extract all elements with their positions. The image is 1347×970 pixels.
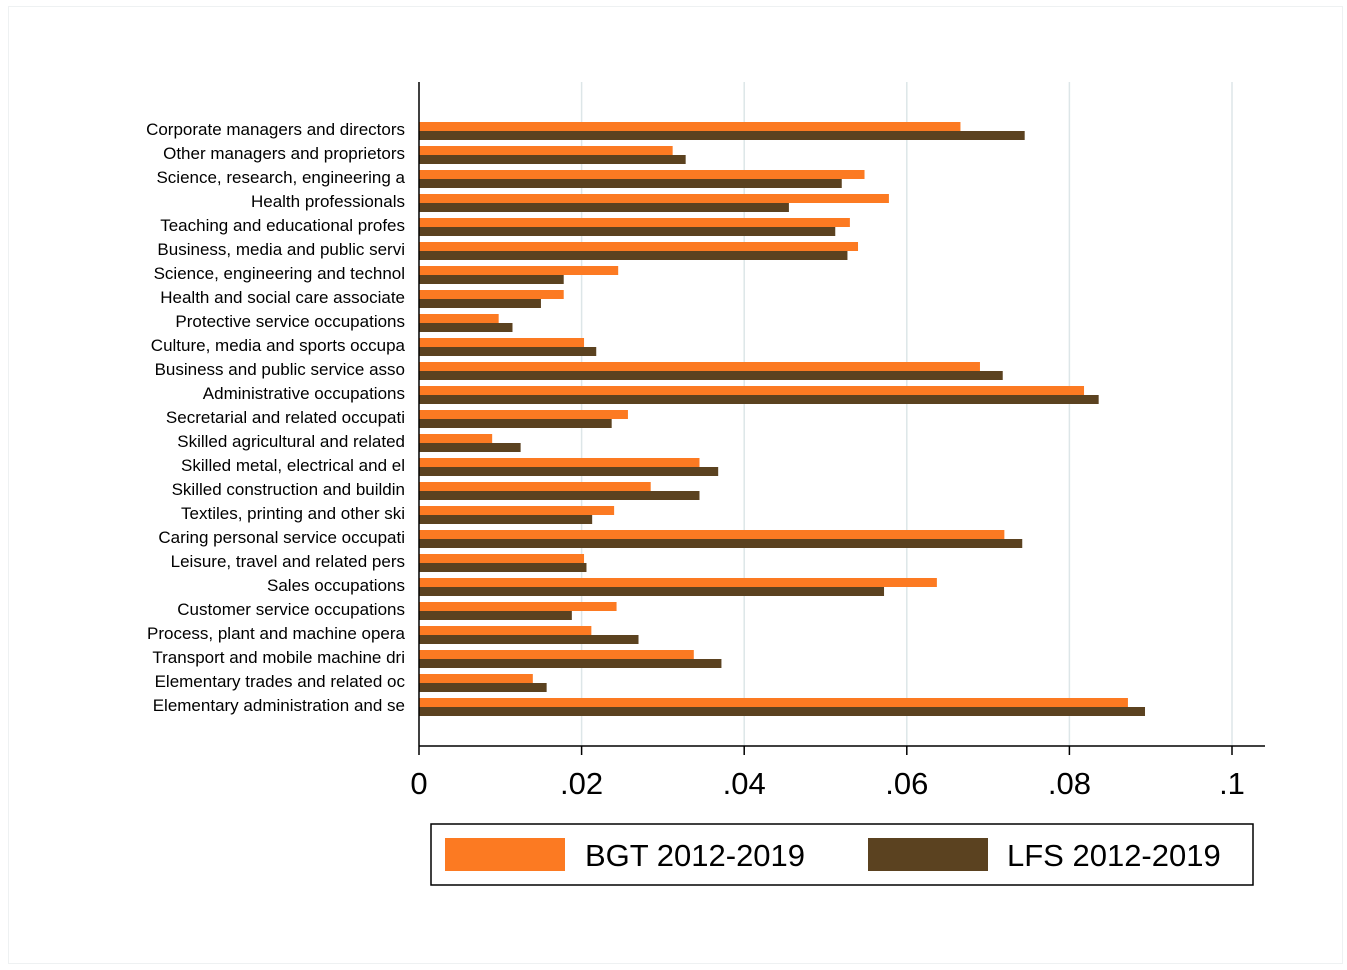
category-label: Leisure, travel and related pers [171, 552, 405, 571]
bar-bgt [419, 386, 1085, 395]
bar-bgt [419, 674, 533, 683]
bar-lfs [419, 659, 722, 668]
bar-bgt [419, 242, 859, 251]
bar-bgt [419, 698, 1128, 707]
legend-swatch [868, 838, 988, 871]
bar-lfs [419, 131, 1025, 140]
x-tick-label: .02 [560, 766, 603, 801]
bar-lfs [419, 491, 700, 500]
category-label: Business and public service asso [155, 360, 405, 379]
category-label: Customer service occupations [177, 600, 405, 619]
legend-swatch [445, 838, 565, 871]
bar-lfs [419, 683, 547, 692]
legend-label: LFS 2012-2019 [1007, 838, 1221, 873]
bar-bgt [419, 578, 937, 587]
category-label: Sales occupations [267, 576, 405, 595]
category-label: Transport and mobile machine dri [152, 648, 405, 667]
axes: 0 .02 .04 .06 .08 .1 [410, 82, 1265, 801]
bar-bgt [419, 314, 499, 323]
category-labels: Corporate managers and directors Other ma… [146, 120, 405, 715]
bar-bgt [419, 218, 850, 227]
category-label: Health and social care associate [160, 288, 405, 307]
category-label: Process, plant and machine opera [147, 624, 406, 643]
bar-bgt [419, 650, 694, 659]
bars [419, 122, 1146, 716]
category-label: Administrative occupations [203, 384, 405, 403]
bar-lfs [419, 179, 842, 188]
bar-bgt [419, 410, 628, 419]
bar-lfs [419, 419, 612, 428]
bar-bgt [419, 266, 619, 275]
x-tick-label: .08 [1048, 766, 1091, 801]
bar-lfs [419, 587, 885, 596]
bar-bgt [419, 482, 651, 491]
x-tick-label: .06 [885, 766, 928, 801]
bar-lfs [419, 227, 836, 236]
bar-lfs [419, 443, 521, 452]
bar-bgt [419, 554, 585, 563]
bar-lfs [419, 563, 587, 572]
bar-lfs [419, 155, 686, 164]
bar-lfs [419, 371, 1003, 380]
bar-lfs [419, 395, 1099, 404]
bar-bgt [419, 122, 961, 131]
category-label: Culture, media and sports occupa [151, 336, 406, 355]
category-label: Corporate managers and directors [146, 120, 405, 139]
x-tick-label: .1 [1219, 766, 1245, 801]
category-label: Other managers and proprietors [163, 144, 405, 163]
bar-bgt [419, 362, 980, 371]
x-tick-label: .04 [723, 766, 766, 801]
bar-bgt [419, 434, 493, 443]
bar-bgt [419, 602, 617, 611]
bar-lfs [419, 323, 513, 332]
legend-label: BGT 2012-2019 [585, 838, 805, 873]
legend-box [430, 823, 1254, 886]
bar-bgt [419, 338, 585, 347]
bar-lfs [419, 467, 719, 476]
category-label: Textiles, printing and other ski [181, 504, 405, 523]
category-label: Secretarial and related occupati [166, 408, 405, 427]
bar-bgt [419, 458, 700, 467]
bar-lfs [419, 611, 572, 620]
bar-bgt [419, 530, 1005, 539]
bar-bgt [419, 290, 564, 299]
category-label: Science, engineering and technol [154, 264, 405, 283]
bar-lfs [419, 251, 848, 260]
bar-bgt [419, 506, 615, 515]
bar-lfs [419, 635, 639, 644]
category-label: Teaching and educational profes [160, 216, 405, 235]
bar-bgt [419, 194, 889, 203]
bar-lfs [419, 539, 1023, 548]
category-label: Protective service occupations [175, 312, 405, 331]
bar-lfs [419, 203, 789, 212]
category-label: Business, media and public servi [157, 240, 405, 259]
category-label: Health professionals [251, 192, 405, 211]
bar-lfs [419, 347, 597, 356]
x-tick-label: 0 [410, 766, 427, 801]
category-label: Science, research, engineering a [156, 168, 405, 187]
bar-bgt [419, 146, 673, 155]
category-label: Skilled agricultural and related [177, 432, 405, 451]
category-label: Elementary administration and se [153, 696, 405, 715]
chart-frame [8, 6, 1343, 964]
category-label: Skilled metal, electrical and el [181, 456, 405, 475]
category-label: Elementary trades and related oc [155, 672, 406, 691]
bar-lfs [419, 707, 1146, 716]
bar-lfs [419, 515, 593, 524]
category-label: Caring personal service occupati [158, 528, 405, 547]
bar-lfs [419, 275, 564, 284]
category-label: Skilled construction and buildin [172, 480, 405, 499]
bar-bgt [419, 626, 592, 635]
bar-bgt [419, 170, 865, 179]
legend: BGT 2012-2019 LFS 2012-2019 [430, 823, 1254, 886]
bar-lfs [419, 299, 541, 308]
